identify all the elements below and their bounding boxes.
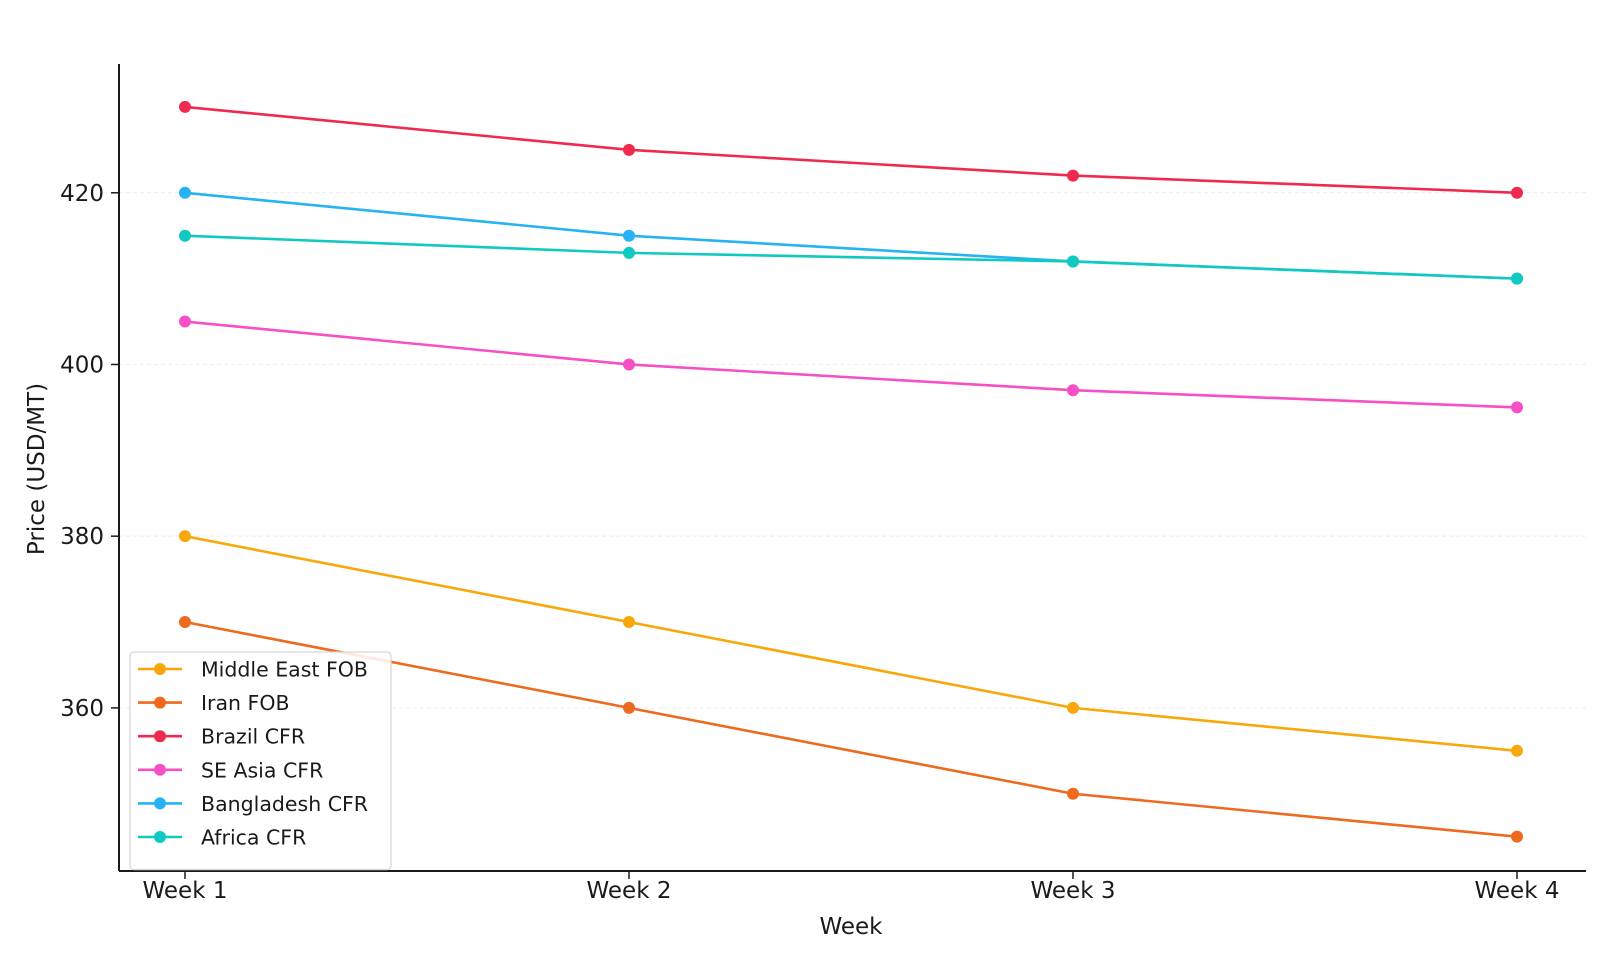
data-point [179,229,191,242]
legend-label: Iran FOB [201,691,290,715]
data-point [179,315,191,328]
legend-swatch-marker [154,797,166,810]
y-axis-title: Price (USD/MT) [24,383,50,555]
axes [118,64,1586,872]
data-point [623,246,635,259]
legend: Middle East FOB Iran FOB Brazil CFR SE Asia… [129,651,392,871]
data-point [1511,186,1523,199]
y-tick-label: 380 [60,524,104,550]
series-line [184,620,1518,838]
data-point [1511,401,1523,414]
legend-label: Bangladesh CFR [201,792,368,816]
data-point [1511,830,1523,843]
x-axis-title: Week [819,914,883,940]
data-point [1511,272,1523,285]
y-tick-label: 400 [60,352,104,378]
series-5 [179,229,1523,285]
series-line [184,234,1518,280]
legend-box [129,651,392,871]
data-point [1067,169,1079,182]
data-point [623,701,635,714]
data-point [623,358,635,371]
data-point [1067,787,1079,800]
legend-label: SE Asia CFR [201,758,323,782]
data-point [623,143,635,156]
series-3 [179,315,1523,414]
data-point [179,100,191,113]
data-point [1067,255,1079,268]
legend-item: Brazil CFR [138,725,305,749]
series-line [184,105,1518,195]
series-line [184,534,1518,753]
ticks: 360 380 400 420 Week 1 Week 2 Week 3 Week 4 [60,181,1559,904]
data-point [179,186,191,199]
data-point [179,530,191,543]
legend-label: Africa CFR [201,826,306,850]
gridlines [119,192,1586,709]
x-tick-label: Week 2 [587,878,672,904]
legend-label: Middle East FOB [201,658,368,682]
x-tick-label: Week 3 [1031,878,1116,904]
legend-item: Bangladesh CFR [138,792,368,816]
data-point [1511,744,1523,757]
legend-swatch-marker [154,663,166,675]
legend-item: Middle East FOB [138,658,368,682]
data-point [179,616,191,629]
series-0 [179,530,1523,757]
y-tick-label: 360 [60,696,104,722]
legend-label: Brazil CFR [201,725,305,749]
legend-swatch-marker [154,696,166,709]
series-line [184,191,1518,280]
legend-item: SE Asia CFR [138,758,323,782]
x-tick-label: Week 1 [143,878,228,904]
series [179,100,1523,843]
legend-swatch-marker [154,763,166,776]
series-1 [179,616,1523,843]
data-point [1067,384,1079,397]
series-2 [179,100,1523,199]
x-tick-label: Week 4 [1475,878,1560,904]
y-tick-label: 420 [60,181,104,207]
series-line [184,320,1518,409]
data-point [623,229,635,242]
legend-item: Iran FOB [138,691,290,715]
legend-swatch-marker [154,831,166,843]
legend-swatch-marker [154,730,166,743]
data-point [1067,701,1079,714]
data-point [623,616,635,629]
legend-item: Africa CFR [138,826,306,850]
